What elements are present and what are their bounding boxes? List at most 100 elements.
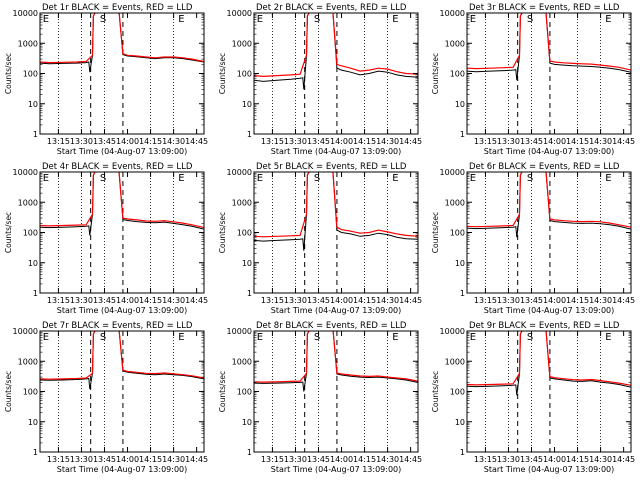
plot-frame <box>39 330 205 453</box>
x-tick-label: 14:45 <box>185 455 208 464</box>
y-tick-label: 1 <box>247 130 252 139</box>
y-tick-label: 10000 <box>227 327 252 336</box>
event-marker-label: S <box>527 332 533 343</box>
x-tick-label: 13:30 <box>284 137 307 146</box>
event-marker-label: E <box>605 173 611 184</box>
y-tick-label: 10 <box>242 418 252 427</box>
y-tick-label: 1 <box>460 289 465 298</box>
x-tick-label: 13:15 <box>474 137 497 146</box>
y-tick-label: 1000 <box>445 357 465 366</box>
x-tick-label: 14:45 <box>612 455 635 464</box>
y-tick-label: 10 <box>242 100 252 109</box>
x-tick-label: 14:00 <box>116 455 139 464</box>
series-lld-line <box>467 172 631 228</box>
x-tick-label: 14:30 <box>376 296 399 305</box>
x-axis-label: Start Time (04-Aug-07 13:09:00) <box>57 147 188 156</box>
x-tick-label: 14:45 <box>185 296 208 305</box>
x-tick-label: 14:45 <box>612 296 635 305</box>
x-tick-label: 13:30 <box>70 137 93 146</box>
x-tick-label: 14:15 <box>353 137 376 146</box>
event-marker-label: E <box>178 332 184 343</box>
x-tick-label: 13:30 <box>284 296 307 305</box>
x-axis-label: Start Time (04-Aug-07 13:09:00) <box>57 465 188 474</box>
chart-title: Det 4r BLACK = Events, RED = LLD <box>42 162 193 172</box>
x-tick-label: 13:30 <box>497 137 520 146</box>
series-events-line <box>467 331 631 396</box>
chart-title: Det 7r BLACK = Events, RED = LLD <box>42 321 193 331</box>
event-marker-label: S <box>527 173 533 184</box>
event-marker-label: E <box>605 332 611 343</box>
event-marker-label: E <box>257 332 263 343</box>
chart-title: Det 2r BLACK = Events, RED = LLD <box>256 3 407 13</box>
y-tick-label: 100 <box>23 388 38 397</box>
x-tick-label: 14:30 <box>162 137 185 146</box>
y-tick-label: 10000 <box>440 327 465 336</box>
x-tick-label: 13:45 <box>93 296 116 305</box>
plot-frame <box>466 330 632 453</box>
event-marker-label: S <box>314 173 320 184</box>
series-lld-line <box>467 13 631 71</box>
series-events-line <box>254 172 418 251</box>
y-tick-label: 1 <box>33 289 38 298</box>
y-tick-label: 10000 <box>440 168 465 177</box>
x-tick-label: 14:00 <box>543 137 566 146</box>
x-tick-label: 14:00 <box>116 296 139 305</box>
chart-title: Det 3r BLACK = Events, RED = LLD <box>469 3 620 13</box>
series-events-line <box>254 331 418 392</box>
y-tick-label: 10 <box>28 100 38 109</box>
y-tick-label: 10 <box>242 259 252 268</box>
y-tick-label: 1 <box>247 289 252 298</box>
chart-title: Det 1r BLACK = Events, RED = LLD <box>42 3 193 13</box>
y-tick-label: 10000 <box>227 9 252 18</box>
plot-frame <box>39 171 205 294</box>
x-tick-label: 14:00 <box>330 455 353 464</box>
y-tick-label: 100 <box>23 70 38 79</box>
x-axis-label: Start Time (04-Aug-07 13:09:00) <box>57 306 188 315</box>
event-marker-label: E <box>257 173 263 184</box>
y-axis-label: Counts/sec <box>431 53 440 94</box>
x-tick-label: 13:30 <box>497 296 520 305</box>
y-tick-label: 10000 <box>13 168 38 177</box>
event-marker-label: E <box>257 14 263 25</box>
series-lld-line <box>40 13 204 64</box>
y-axis-label: Counts/sec <box>218 53 227 94</box>
x-tick-label: 14:30 <box>589 296 612 305</box>
x-tick-label: 14:45 <box>185 137 208 146</box>
event-marker-label: E <box>470 173 476 184</box>
x-tick-label: 14:45 <box>399 296 422 305</box>
x-tick-label: 14:45 <box>399 137 422 146</box>
x-tick-label: 14:15 <box>566 296 589 305</box>
x-tick-label: 13:45 <box>93 137 116 146</box>
x-tick-label: 14:30 <box>589 455 612 464</box>
x-tick-label: 14:15 <box>139 296 162 305</box>
y-tick-label: 100 <box>450 388 465 397</box>
y-tick-label: 10 <box>455 259 465 268</box>
series-events-line <box>467 172 631 238</box>
x-axis-label: Start Time (04-Aug-07 13:09:00) <box>271 306 402 315</box>
x-tick-label: 14:30 <box>376 137 399 146</box>
y-tick-label: 1000 <box>232 198 252 207</box>
event-marker-label: E <box>470 14 476 25</box>
x-tick-label: 13:45 <box>307 455 330 464</box>
y-tick-label: 1 <box>460 448 465 457</box>
chart-title: Det 8r BLACK = Events, RED = LLD <box>256 321 407 331</box>
event-marker-label: S <box>100 173 106 184</box>
x-tick-label: 13:30 <box>70 296 93 305</box>
y-tick-label: 100 <box>450 229 465 238</box>
event-marker-label: E <box>43 14 49 25</box>
x-tick-label: 14:15 <box>139 137 162 146</box>
x-tick-label: 14:30 <box>162 455 185 464</box>
series-events-line <box>254 13 418 90</box>
x-tick-label: 13:15 <box>261 296 284 305</box>
series-events-line <box>467 13 631 81</box>
y-tick-label: 1 <box>247 448 252 457</box>
event-marker-label: S <box>100 14 106 25</box>
y-axis-label: Counts/sec <box>4 53 13 94</box>
x-tick-label: 13:15 <box>261 137 284 146</box>
x-tick-label: 14:00 <box>330 137 353 146</box>
